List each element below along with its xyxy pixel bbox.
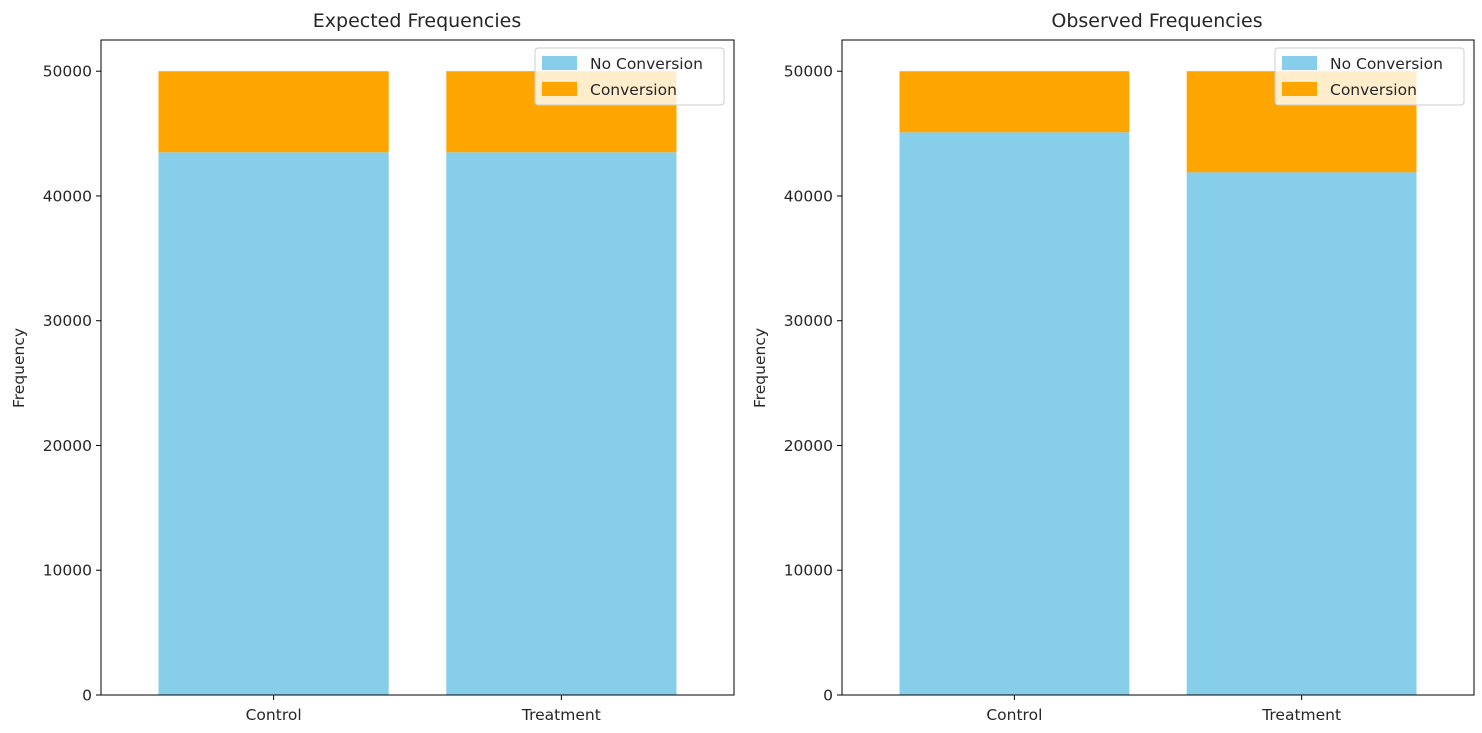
observed-frequencies-chart: Observed Frequencies Frequency 0 10000 200… bbox=[751, 10, 1475, 724]
bar-conversion-control bbox=[899, 71, 1130, 133]
y-tick-label: 20000 bbox=[784, 437, 833, 455]
y-tick-label: 40000 bbox=[43, 187, 92, 205]
legend-swatch-conversion bbox=[542, 82, 577, 96]
y-tick-label: 0 bbox=[823, 687, 833, 705]
legend-swatch-no-conversion bbox=[542, 56, 577, 70]
legend-label-no-conversion: No Conversion bbox=[590, 55, 703, 73]
bar-no-conversion-treatment bbox=[1186, 172, 1417, 695]
legend-label-conversion: Conversion bbox=[1330, 81, 1417, 99]
y-ticks: 0 10000 20000 30000 40000 50000 bbox=[784, 63, 842, 705]
y-tick-label: 0 bbox=[82, 687, 92, 705]
x-tick-label: Control bbox=[986, 706, 1042, 724]
legend-label-conversion: Conversion bbox=[590, 81, 677, 99]
bar-conversion-control bbox=[158, 71, 389, 153]
y-tick-label: 20000 bbox=[43, 437, 92, 455]
expected-frequencies-chart: Expected Frequencies Frequency 0 10000 200… bbox=[10, 10, 735, 724]
legend-swatch-no-conversion bbox=[1282, 56, 1317, 70]
y-axis-label: Frequency bbox=[10, 328, 28, 408]
legend-box bbox=[534, 47, 725, 106]
chart-title: Expected Frequencies bbox=[313, 10, 521, 32]
legend: No Conversion Conversion bbox=[534, 47, 725, 106]
bar-no-conversion-control bbox=[899, 132, 1130, 696]
y-tick-label: 10000 bbox=[43, 562, 92, 580]
y-tick-label: 40000 bbox=[784, 187, 833, 205]
x-ticks: Control Treatment bbox=[246, 695, 601, 724]
x-tick-label: Treatment bbox=[521, 706, 601, 724]
y-ticks: 0 10000 20000 30000 40000 50000 bbox=[43, 63, 101, 705]
y-tick-label: 30000 bbox=[43, 312, 92, 330]
bar-no-conversion-control bbox=[158, 152, 389, 696]
legend-box bbox=[1274, 47, 1465, 106]
y-axis-label: Frequency bbox=[751, 328, 769, 408]
y-tick-label: 10000 bbox=[784, 562, 833, 580]
x-tick-label: Control bbox=[246, 706, 302, 724]
y-tick-label: 30000 bbox=[784, 312, 833, 330]
x-tick-label: Treatment bbox=[1261, 706, 1341, 724]
legend: No Conversion Conversion bbox=[1274, 47, 1465, 106]
legend-swatch-conversion bbox=[1282, 82, 1317, 96]
bar-no-conversion-treatment bbox=[446, 152, 677, 696]
legend-label-no-conversion: No Conversion bbox=[1330, 55, 1443, 73]
chart-title: Observed Frequencies bbox=[1051, 10, 1262, 32]
y-tick-label: 50000 bbox=[43, 63, 92, 81]
x-ticks: Control Treatment bbox=[986, 695, 1341, 724]
plot-frame bbox=[841, 39, 1475, 696]
y-tick-label: 50000 bbox=[784, 63, 833, 81]
bars bbox=[899, 71, 1417, 696]
plot-frame bbox=[100, 39, 735, 696]
